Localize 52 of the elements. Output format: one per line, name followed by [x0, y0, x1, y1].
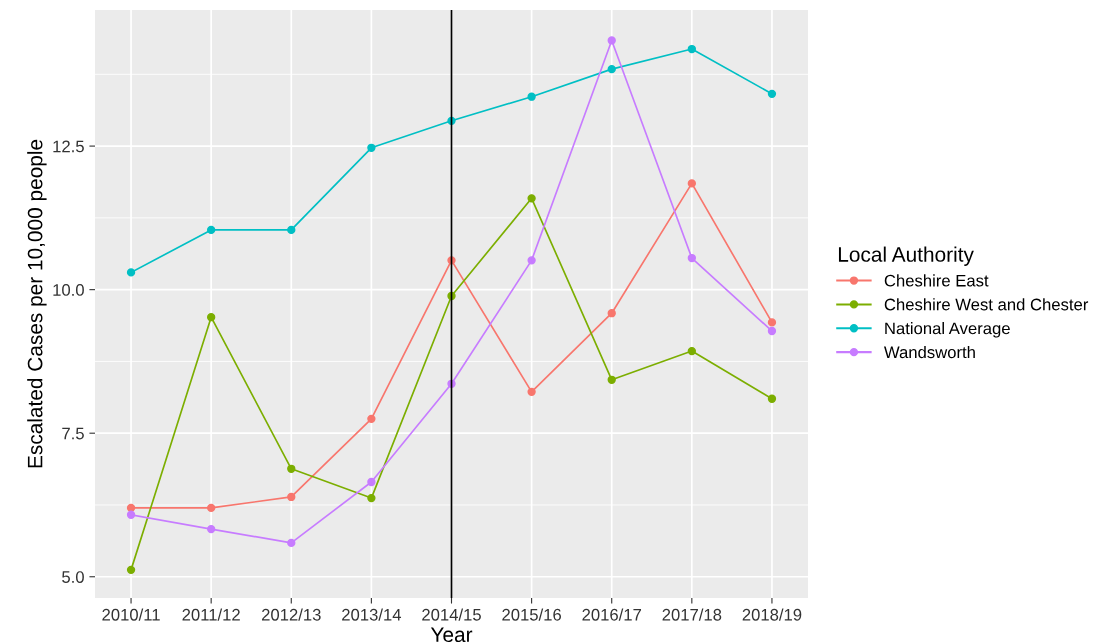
point [367, 414, 376, 424]
legend-title: Local Authority [838, 246, 974, 266]
y-axis-title: Escalated Cases per 10,000 people [27, 139, 47, 468]
point [287, 225, 296, 235]
y-tick-label: 10.0 [53, 284, 84, 296]
point [367, 493, 376, 503]
point [126, 565, 136, 575]
x-tick-label: 2010/11 [102, 608, 160, 621]
legend-label: Wandsworth [884, 345, 975, 359]
point [206, 503, 216, 513]
x-tick-label: 2018/19 [742, 608, 802, 621]
point [287, 492, 296, 502]
point [367, 477, 376, 487]
point [206, 225, 216, 235]
point [527, 92, 536, 101]
x-tick-label: 2017/18 [662, 608, 722, 621]
point [287, 538, 296, 548]
point [206, 313, 216, 322]
y-tick-label: 5.0 [62, 571, 84, 583]
point [607, 375, 616, 384]
legend-label: Cheshire West and Chester [884, 298, 1089, 311]
point [687, 44, 697, 54]
legend-label: National Average [885, 322, 1010, 338]
point [607, 36, 616, 45]
point [607, 309, 616, 318]
point [206, 524, 216, 534]
x-tick-label: 2014/15 [422, 608, 481, 621]
point [287, 464, 296, 473]
point [607, 64, 616, 74]
x-tick-label: 2012/13 [261, 608, 321, 621]
point [767, 394, 777, 403]
point [527, 256, 536, 265]
point [767, 318, 777, 327]
legend-label: Cheshire East [884, 274, 989, 287]
point [126, 503, 136, 513]
point [527, 387, 536, 397]
point [767, 326, 777, 336]
point [527, 194, 536, 203]
point [687, 346, 697, 356]
x-tick-label: 2011/12 [182, 608, 240, 621]
x-tick-label: 2016/17 [582, 608, 642, 621]
y-tick-label: 12.5 [53, 140, 84, 153]
y-tick-label: 7.5 [62, 427, 84, 440]
x-axis-title: Year [430, 627, 473, 643]
point [367, 143, 376, 152]
point [687, 179, 697, 188]
x-tick-label: 2015/16 [502, 608, 562, 621]
point [767, 89, 777, 99]
point [126, 510, 136, 519]
point [687, 253, 697, 263]
x-tick-label: 2013/14 [342, 608, 402, 621]
point [126, 268, 136, 277]
